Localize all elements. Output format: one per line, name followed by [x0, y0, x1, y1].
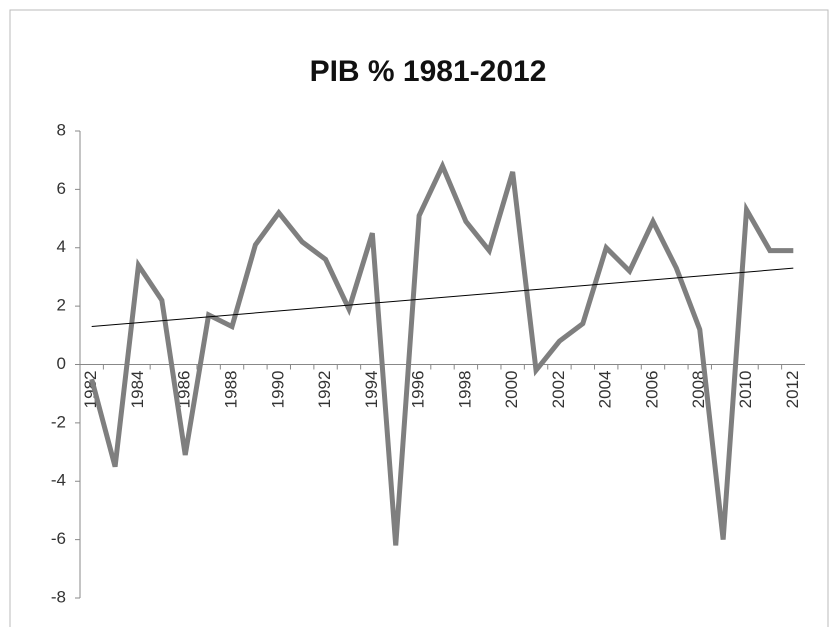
x-tick-label: 2006: [642, 371, 661, 409]
y-tick-label: 4: [57, 237, 66, 256]
x-tick-label: 2000: [502, 371, 521, 409]
x-tick-label: 1992: [315, 371, 334, 409]
y-tick-label: 2: [57, 296, 66, 315]
x-tick-label: 1984: [128, 371, 147, 409]
x-tick-label: 1994: [362, 371, 381, 409]
x-tick-label: 2004: [596, 371, 615, 409]
data-line: [89, 159, 794, 546]
chart-title: PIB % 1981-2012: [310, 55, 547, 88]
x-tick-label: 1990: [268, 371, 287, 409]
x-tick-label: 2002: [549, 371, 568, 409]
x-tick-label: 2010: [736, 371, 755, 409]
x-tick-label: 2012: [783, 371, 802, 409]
chart-border: [9, 9, 829, 627]
y-tick-label: 0: [57, 354, 66, 373]
y-tick-label: -6: [51, 529, 66, 548]
y-tick-label: 6: [57, 179, 66, 198]
x-tick-label: 1988: [222, 371, 241, 409]
y-tick-label: -4: [51, 471, 66, 490]
y-tick-label: 8: [57, 120, 66, 139]
trend-line: [91, 267, 794, 328]
x-tick-label: 1996: [409, 371, 428, 409]
y-tick-label: -8: [51, 587, 66, 606]
y-tick-label: -2: [51, 412, 66, 431]
x-tick-label: 1986: [175, 371, 194, 409]
x-tick-label: 1998: [455, 371, 474, 409]
